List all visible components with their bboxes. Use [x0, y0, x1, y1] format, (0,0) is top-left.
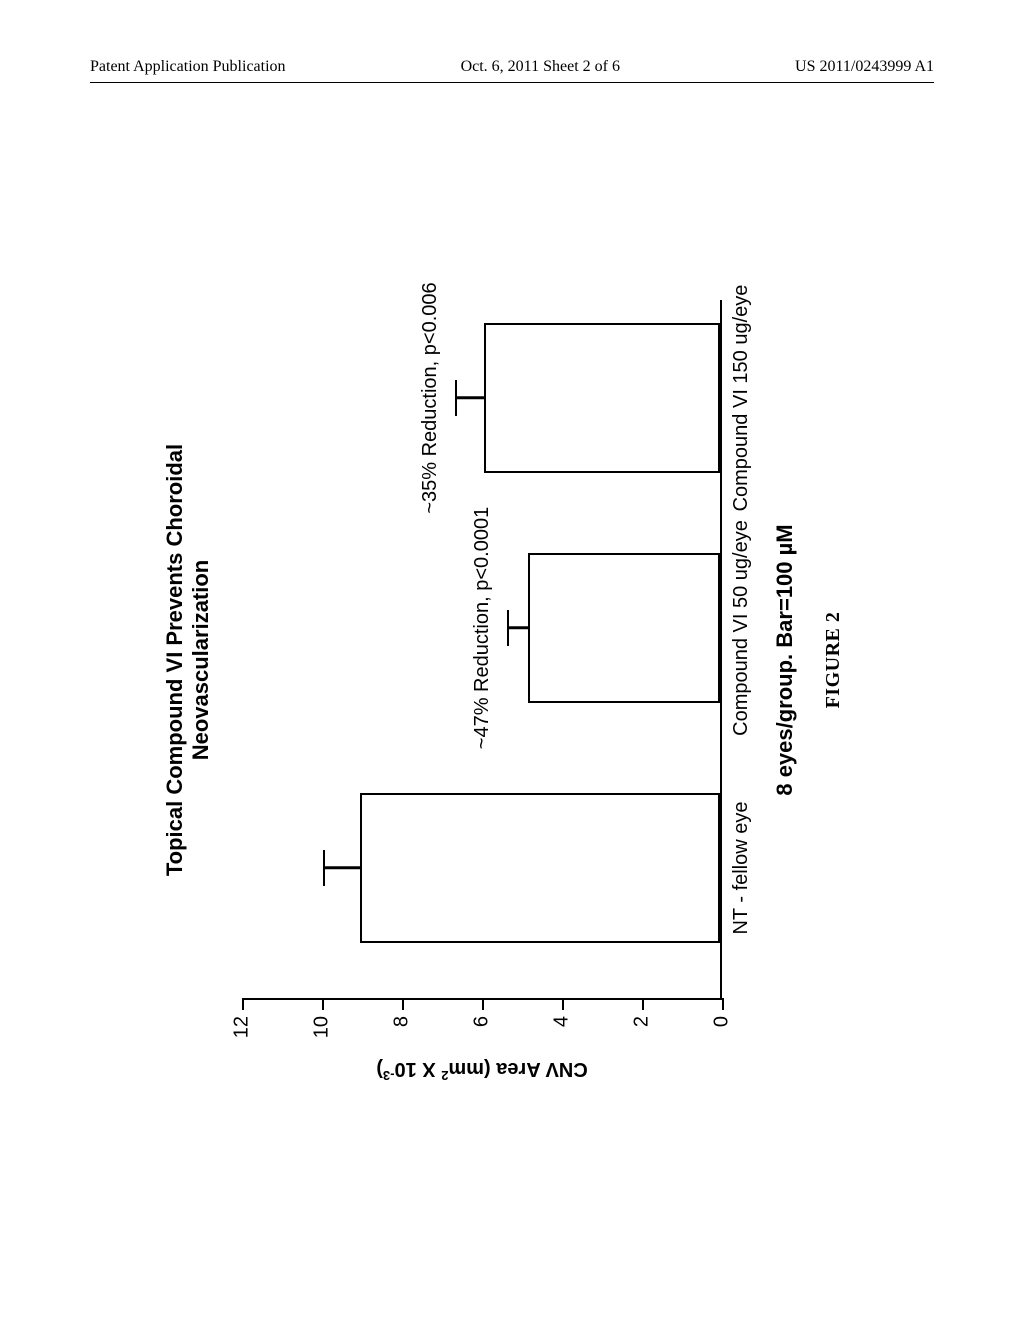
chart-title-line1: Topical Compound VI Prevents Choroidal	[162, 200, 188, 1120]
bar	[360, 793, 720, 943]
y-tick	[642, 998, 644, 1010]
header-center: Oct. 6, 2011 Sheet 2 of 6	[461, 58, 620, 76]
y-axis-label: CNV Area (mm2 X 10-3)	[376, 1057, 587, 1083]
y-tick	[482, 998, 484, 1010]
bar	[528, 553, 720, 703]
y-tick-label: 0	[711, 1016, 734, 1027]
y-tick-label: 8	[391, 1016, 414, 1027]
page-header: Patent Application Publication Oct. 6, 2…	[0, 58, 1024, 76]
header-rule	[90, 82, 934, 83]
errorbar-cap	[507, 610, 510, 646]
y-tick	[402, 998, 404, 1010]
y-tick	[562, 998, 564, 1010]
y-tick	[722, 998, 724, 1010]
errorbar-stem	[456, 397, 484, 400]
y-tick-label: 10	[311, 1016, 334, 1038]
figure-caption: FIGURE 2	[822, 200, 845, 1120]
chart-footnote: 8 eyes/group. Bar=100 µM	[772, 200, 798, 1120]
y-tick-label: 6	[471, 1016, 494, 1027]
errorbar-stem	[508, 627, 528, 630]
chart-title-line2: Neovascularization	[188, 200, 214, 1120]
y-tick	[322, 998, 324, 1010]
y-tick	[242, 998, 244, 1010]
header-right: US 2011/0243999 A1	[795, 58, 934, 76]
bar-annotation: ~35% Reduction, p<0.006	[419, 282, 442, 513]
errorbar-cap	[455, 380, 458, 416]
plot-area: 024681012NT - fellow eye~47% Reduction, …	[242, 300, 722, 1000]
bar	[484, 323, 720, 473]
y-tick-label: 4	[551, 1016, 574, 1027]
errorbar-stem	[324, 867, 360, 870]
x-tick-label: NT - fellow eye	[730, 801, 753, 934]
figure-container: Topical Compound VI Prevents Choroidal N…	[152, 200, 872, 1120]
x-tick-label: Compound VI 50 ug/eye	[730, 520, 753, 736]
y-tick-label: 2	[631, 1016, 654, 1027]
y-tick-label: 12	[231, 1016, 254, 1038]
x-tick-label: Compound VI 150 ug/eye	[730, 285, 753, 512]
header-left: Patent Application Publication	[90, 58, 286, 76]
errorbar-cap	[323, 850, 326, 886]
chart-title: Topical Compound VI Prevents Choroidal N…	[162, 200, 215, 1120]
bar-annotation: ~47% Reduction, p<0.0001	[471, 507, 494, 749]
